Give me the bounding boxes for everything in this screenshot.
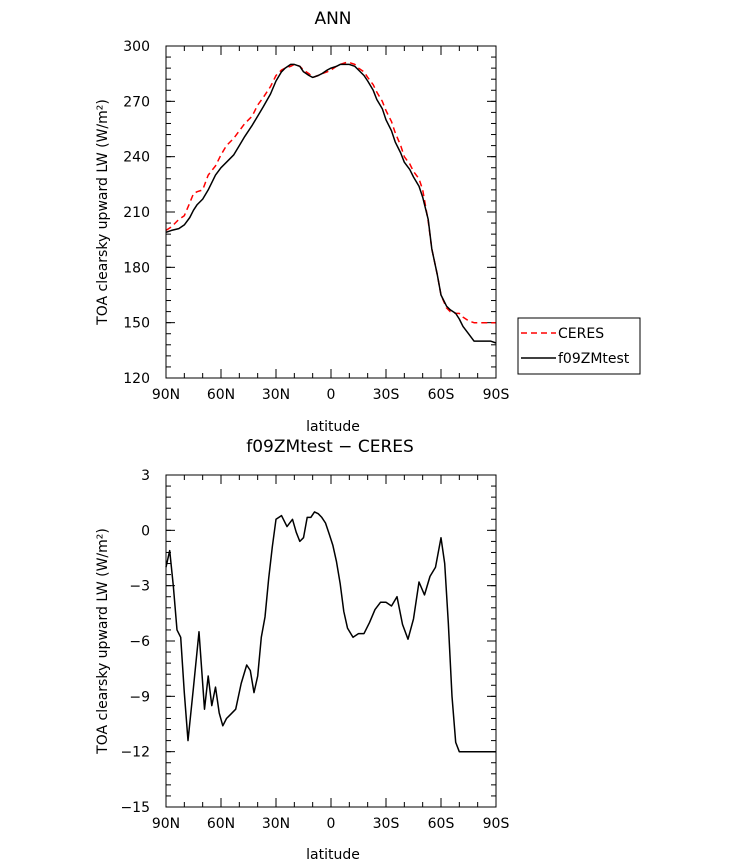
x-tick-label: 90N — [152, 816, 180, 832]
y-tick-label: 150 — [123, 316, 150, 332]
legend-label-ceres: CERES — [558, 326, 604, 342]
y-axis-label-group: TOA clearsky upward LW (W/m²) — [95, 528, 111, 755]
y-tick-label: 120 — [123, 371, 150, 387]
y-tick-label: 0 — [141, 523, 150, 539]
x-tick-label: 90N — [152, 387, 180, 403]
y-tick-label: −6 — [129, 634, 150, 650]
y-tick-label: 300 — [123, 39, 150, 55]
x-tick-label: 90S — [483, 816, 510, 832]
y-tick-label: −12 — [120, 745, 150, 761]
plot-frame — [165, 474, 497, 808]
chart-panel-annual: ANN TOA clearsky upward LW (W/m²) latitu… — [95, 9, 641, 435]
y-axis-label: TOA clearsky upward LW (W/m²) — [95, 528, 111, 755]
axis-ticks: 90N 60N 30N 0 30S 60S 90S 120 150 180 210 240 270 300 — [123, 39, 509, 403]
x-tick-label: 60S — [428, 816, 455, 832]
x-tick-label: 60S — [428, 387, 455, 403]
axis-ticks: 90N 60N 30N 0 30S 60S 90S −15 −12 −9 −6 −3 0 3 — [120, 468, 509, 832]
series-group — [165, 61, 497, 344]
x-tick-label: 30N — [262, 816, 290, 832]
x-tick-label: 0 — [327, 816, 336, 832]
y-axis-label: TOA clearsky upward LW (W/m²) — [95, 99, 111, 326]
series-line-ceres — [165, 61, 496, 324]
legend-label-model: f09ZMtest — [558, 351, 630, 367]
chart-title: ANN — [314, 9, 351, 29]
y-tick-label: −9 — [129, 689, 150, 705]
x-axis-label: latitude — [306, 847, 360, 863]
y-axis-label-group: TOA clearsky upward LW (W/m²) — [95, 99, 111, 326]
y-tick-label: 180 — [123, 260, 150, 276]
series-group — [165, 511, 496, 753]
plot-frame — [165, 45, 497, 379]
y-tick-label: 240 — [123, 150, 150, 166]
x-tick-label: 90S — [483, 387, 510, 403]
x-tick-label: 30S — [373, 387, 400, 403]
y-tick-label: 210 — [123, 205, 150, 221]
x-tick-label: 60N — [207, 387, 235, 403]
y-tick-label: −15 — [120, 800, 150, 816]
x-tick-label: 30N — [262, 387, 290, 403]
chart-title: f09ZMtest − CERES — [246, 437, 414, 457]
legend: CERES f09ZMtest — [517, 317, 641, 375]
x-tick-label: 30S — [373, 816, 400, 832]
y-tick-label: 3 — [141, 468, 150, 484]
series-line-f09zmtest — [165, 63, 497, 344]
y-tick-label: 270 — [123, 94, 150, 110]
series-line-difference — [165, 511, 496, 753]
x-tick-label: 0 — [327, 387, 336, 403]
x-tick-label: 60N — [207, 816, 235, 832]
chart-panel-difference: f09ZMtest − CERES TOA clearsky upward LW… — [95, 437, 509, 863]
legend-box — [517, 317, 641, 375]
y-tick-label: −3 — [129, 579, 150, 595]
x-axis-label: latitude — [306, 419, 360, 435]
